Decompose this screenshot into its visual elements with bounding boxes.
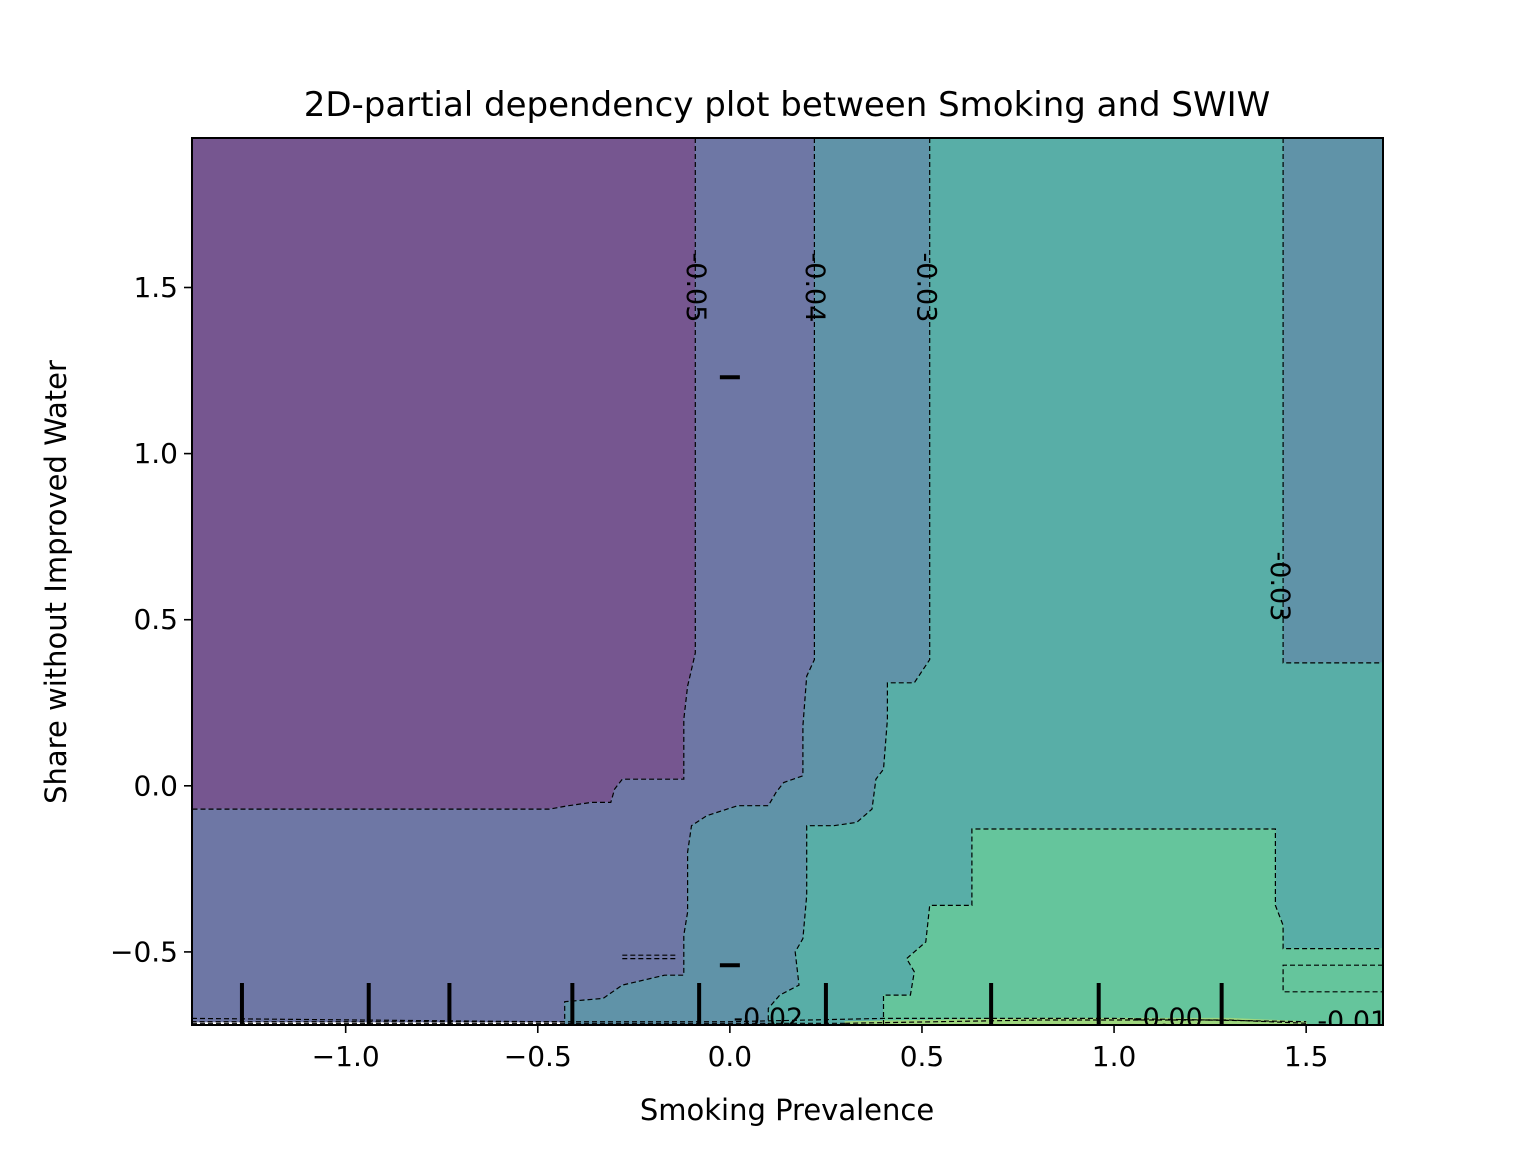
contour-level-label: -0.00 xyxy=(1133,1003,1203,1034)
x-tick-label: 0.5 xyxy=(900,1040,945,1073)
x-axis-label: Smoking Prevalence xyxy=(640,1093,934,1127)
y-axis: −0.5 0.0 0.5 1.0 1.5 xyxy=(110,271,192,968)
y-tick-label: 0.0 xyxy=(133,769,178,802)
x-axis: −1.0 −0.5 0.0 0.5 1.0 1.5 xyxy=(312,1025,1329,1073)
x-tick-label: 0.0 xyxy=(708,1040,753,1073)
contour-line-layer xyxy=(192,138,1383,1025)
contour-level-label: -0.05 xyxy=(680,253,711,323)
plot-frame xyxy=(191,137,1384,1026)
contour-fill-layer xyxy=(192,138,1383,1025)
contour-level-label: -0.03 xyxy=(1264,552,1295,622)
contour-label-layer: -0.05 -0.04 -0.03 -0.03 -0.02 -0.00 -0.01 xyxy=(680,253,1387,1037)
contour-region xyxy=(1282,138,1383,664)
x-tick-label: 1.0 xyxy=(1092,1040,1137,1073)
chart-title: 2D-partial dependency plot between Smoki… xyxy=(304,85,1271,125)
contour-line xyxy=(192,138,816,1023)
y-axis-label: Share without Improved Water xyxy=(39,360,73,804)
contour-line xyxy=(1282,138,1383,664)
x-tick-label: −1.0 xyxy=(312,1040,380,1073)
contour-line xyxy=(192,1017,1307,1023)
y-tick-label: 1.5 xyxy=(133,271,178,304)
contour-level-label: -0.03 xyxy=(910,253,941,323)
contour-line xyxy=(192,138,696,810)
contour-level-label: -0.02 xyxy=(733,1003,803,1034)
contour-line xyxy=(1282,964,1383,993)
contour-line xyxy=(845,1019,1307,1024)
decile-marker-layer xyxy=(239,375,1224,1025)
contour-line xyxy=(882,828,1383,1025)
x-tick-label: −0.5 xyxy=(504,1040,572,1073)
y-tick-label: −0.5 xyxy=(110,935,178,968)
y-tick-label: 0.5 xyxy=(133,603,178,636)
contour-level-label: -0.01 xyxy=(1317,1006,1387,1037)
y-tick-label: 1.0 xyxy=(133,437,178,470)
contour-level-label: -0.04 xyxy=(799,253,830,323)
x-tick-label: 1.5 xyxy=(1284,1040,1329,1073)
contour-region xyxy=(192,138,696,810)
contour-line xyxy=(767,138,931,1025)
